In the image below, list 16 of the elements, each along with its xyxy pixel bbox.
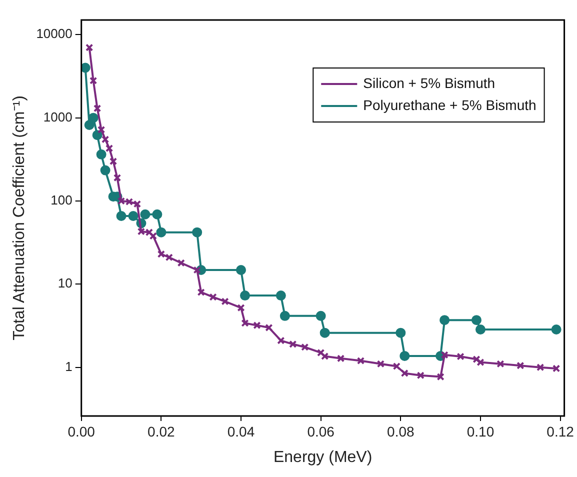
y-tick-label: 1000: [43, 109, 72, 124]
y-tick-label: 10: [58, 276, 72, 291]
x-tick-label: 0.00: [68, 423, 96, 440]
y-tick-label: 100: [50, 192, 72, 208]
y-axis-title: Total Attenuation Coefficient (cm⁻¹): [11, 96, 28, 340]
x-axis-title: Energy (MeV): [273, 448, 372, 466]
x-tick-label: 0.04: [227, 423, 255, 440]
x-tick-label: 0.12: [546, 423, 574, 440]
x-tick-label: 0.06: [307, 423, 335, 440]
y-tick-label: 1: [65, 358, 72, 374]
x-tick-label: 0.08: [387, 423, 414, 440]
legend-label: Polyurethane + 5% Bismuth: [363, 96, 536, 113]
x-tick-label: 0.02: [148, 423, 176, 440]
legend-label: Silicon + 5% Bismuth: [363, 74, 496, 91]
y-tick-label: 10000: [36, 26, 72, 42]
x-tick-label: 0.10: [466, 423, 494, 440]
